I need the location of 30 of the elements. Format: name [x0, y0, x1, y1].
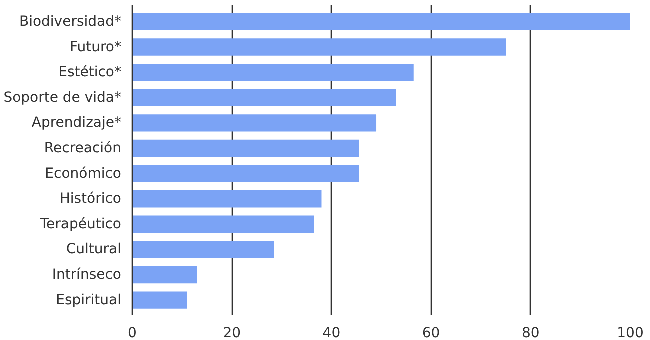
y-tick-label: Terapéutico [39, 216, 122, 232]
y-tick-label: Espiritual [56, 292, 122, 308]
y-tick-label: Intrínseco [52, 267, 122, 284]
x-tick-label: 20 [223, 326, 242, 340]
bar [132, 89, 396, 106]
y-tick-label: Recreación [44, 140, 122, 156]
x-tick-label: 40 [322, 326, 341, 340]
bar [132, 266, 198, 284]
bar [132, 13, 630, 31]
x-tick-label: 60 [422, 326, 440, 340]
bar [132, 165, 360, 182]
bar [132, 190, 322, 208]
bar [132, 38, 506, 56]
bar [132, 241, 274, 258]
y-tick-label: Aprendizaje* [32, 115, 122, 132]
bar [132, 216, 314, 233]
bar [132, 292, 188, 309]
y-tick-label: Estético* [58, 64, 122, 81]
y-tick-label: Histórico [60, 191, 122, 208]
bar [132, 114, 377, 132]
bar [132, 140, 360, 158]
y-tick-label: Biodiversidad* [19, 14, 122, 30]
y-tick-label: Futuro* [70, 39, 122, 56]
y-tick-label: Cultural [66, 242, 122, 258]
bar [132, 64, 414, 82]
x-tick-label: 0 [128, 326, 137, 340]
x-tick-label: 100 [617, 326, 644, 340]
x-tick-label: 80 [522, 326, 540, 340]
y-tick-label: Soporte de vida* [4, 90, 122, 106]
y-tick-label: Económico [45, 166, 122, 182]
